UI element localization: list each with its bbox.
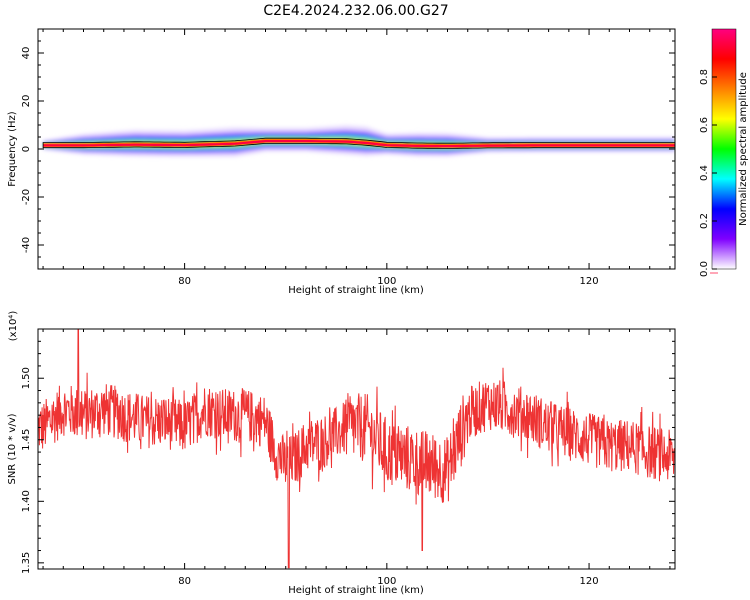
colorbar-label: Normalized spectral amplitude [738, 72, 749, 226]
snr-xtick-label: 100 [377, 576, 396, 587]
snr-ytick-label: 1.35 [21, 552, 32, 574]
colorbar: 0.0 0.2 0.4 0.6 0.8 Normalized spectral ampl… [699, 28, 749, 277]
snr-xtick-label: 120 [580, 576, 599, 587]
spectrogram-xtick-label: 100 [377, 276, 396, 287]
colorbar-tick-label: 0.4 [699, 165, 710, 181]
colorbar-tick-label: 0.6 [699, 117, 710, 133]
snr-series-line [38, 329, 675, 569]
snr-ytick-label: 1.45 [21, 429, 32, 451]
colorbar-tick-label: 0.0 [699, 261, 710, 277]
snr-frame [37, 328, 676, 570]
spectrogram-ytick-label: 40 [21, 47, 32, 60]
spectrogram-axes: 80 100 120 40 20 0 -20 -40 [21, 28, 675, 287]
colorbar-ticks: 0.0 0.2 0.4 0.6 0.8 [699, 69, 718, 277]
snr-ytick-label: 1.40 [21, 490, 32, 512]
spectrogram-ylabel: Frequency (Hz) [7, 111, 18, 187]
colorbar-gradient [711, 28, 737, 270]
snr-panel: 80 100 120 1.50 1.45 1.40 1.35 Height of strai… [7, 311, 676, 596]
spectrogram-ytick-label: -40 [21, 237, 32, 253]
spectrogram-xtick-label: 80 [178, 276, 191, 287]
colorbar-tick-label: 0.8 [699, 69, 710, 85]
snr-ytick-label: 1.50 [21, 367, 32, 389]
spectrogram-ytick-label: 20 [21, 95, 32, 108]
spectrogram-panel: 80 100 120 40 20 0 -20 -40 Height of straight l… [7, 28, 676, 296]
snr-multiplier: (x10⁴) [8, 311, 19, 342]
snr-xtick-label: 80 [178, 576, 191, 587]
spectrogram-xtick-label: 120 [580, 276, 599, 287]
snr-axes: 80 100 120 1.50 1.45 1.40 1.35 [21, 328, 675, 587]
snr-ylabel: SNR (10 * v/v) [7, 413, 18, 484]
snr-xlabel: Height of straight line (km) [288, 585, 424, 596]
colorbar-tick-label: 0.2 [699, 213, 710, 229]
spectrogram-ridge [42, 137, 675, 149]
figure-title: C2E4.2024.232.06.00.G27 [263, 3, 448, 19]
spectrogram-peak-line [43, 140, 675, 148]
spectrogram-outer-contour [42, 137, 675, 149]
spectrogram-ytick-label: -20 [21, 189, 32, 205]
spectrogram-xlabel: Height of straight line (km) [288, 285, 424, 296]
spectrogram-ytick-label: 0 [21, 146, 32, 152]
